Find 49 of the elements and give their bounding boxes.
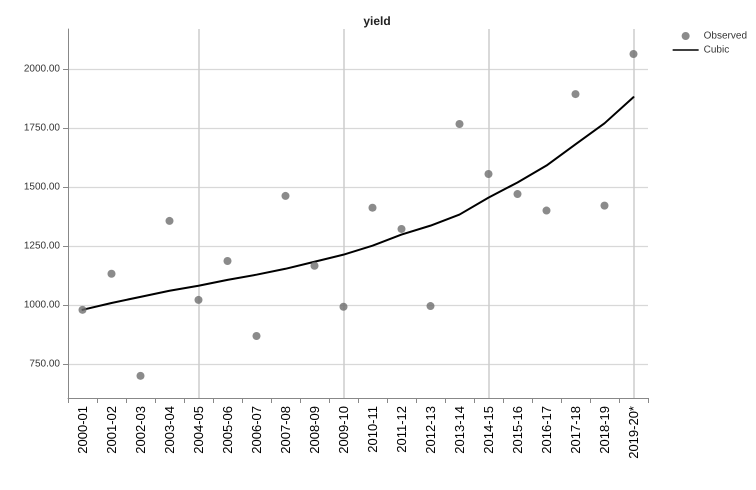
x-tick-label: 2019-20* <box>626 406 641 459</box>
point <box>78 306 86 314</box>
point <box>224 257 232 266</box>
point <box>484 170 492 178</box>
x-tick-label: 2000-01 <box>75 406 90 454</box>
x-tick-label: 2003-04 <box>162 406 177 454</box>
x-tick-label: 2008-09 <box>307 406 322 454</box>
legend-label: Observed <box>704 30 748 42</box>
point <box>108 270 116 278</box>
point <box>166 216 174 225</box>
y-tick-label: 750.00 <box>29 358 60 370</box>
point <box>600 202 608 210</box>
x-tick-label: 2013-14 <box>452 406 467 454</box>
point <box>194 296 202 304</box>
x-tick-label: 2002-03 <box>133 406 148 454</box>
x-tick-label: 2006-07 <box>249 406 264 454</box>
x-tick-label: 2012-13 <box>423 406 438 454</box>
x-tick-label: 2015-16 <box>510 406 525 454</box>
x-tick-label: 2009-10 <box>336 406 351 454</box>
point <box>456 120 464 128</box>
chart-title: yield <box>363 14 391 28</box>
y-tick-label: 1750.00 <box>24 122 60 134</box>
x-tick-label: 2001-02 <box>104 406 119 454</box>
x-tick-label: 2005-06 <box>220 406 235 454</box>
point <box>136 372 144 380</box>
y-tick-label: 2000.00 <box>24 64 60 75</box>
point <box>252 332 260 340</box>
y-tick-label: 1250.00 <box>24 240 60 252</box>
x-tick-label: 2007-08 <box>278 406 293 454</box>
x-tick-label: 2011-12 <box>394 406 409 453</box>
point <box>542 206 550 215</box>
point <box>398 224 406 233</box>
point <box>572 90 580 98</box>
x-tick-label: 2018-19 <box>597 406 612 454</box>
point <box>630 50 638 58</box>
point <box>340 302 348 311</box>
point <box>368 204 376 212</box>
x-tick-label: 2014-15 <box>481 406 496 454</box>
y-tick-label: 1000.00 <box>24 299 60 310</box>
x-tick-label: 2017-18 <box>568 406 583 454</box>
point <box>310 262 318 270</box>
y-tick-label: 1500.00 <box>24 181 60 192</box>
x-tick-label: 2010-11 <box>365 406 380 453</box>
point <box>514 190 522 198</box>
point <box>282 192 290 200</box>
x-tick-label: 2016-17 <box>539 406 554 454</box>
x-tick-label: 2004-05 <box>191 406 206 454</box>
legend-label: Cubic <box>704 44 730 56</box>
point <box>426 302 434 310</box>
